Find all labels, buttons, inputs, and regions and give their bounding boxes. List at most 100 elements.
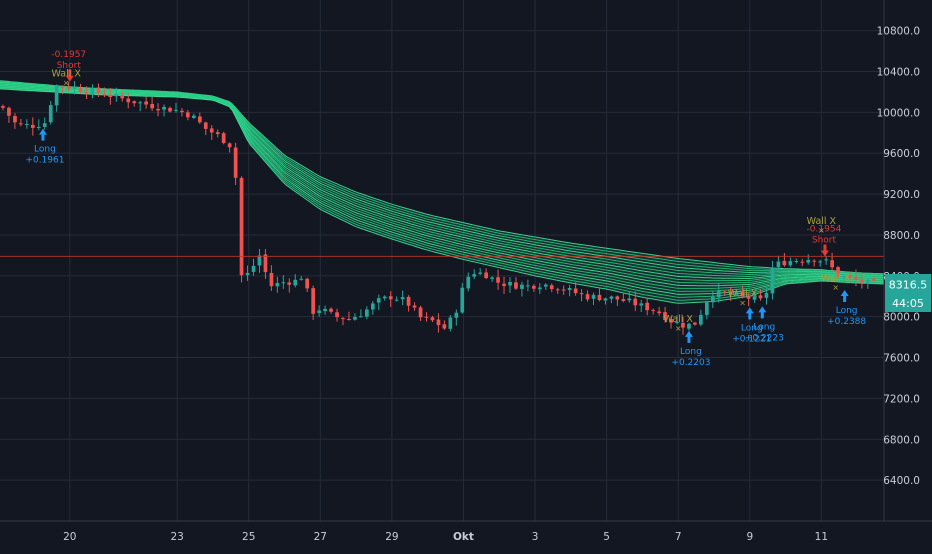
price-tick-label: 8800.0 <box>883 230 920 242</box>
candle-body <box>543 284 548 287</box>
candle-body <box>198 116 202 123</box>
candle-body <box>245 272 250 276</box>
candle-body <box>585 294 590 300</box>
candle-body <box>7 107 11 116</box>
grid-layer <box>0 0 884 521</box>
time-tick-label: 9 <box>746 531 753 543</box>
candle-body <box>239 177 244 276</box>
candle-body <box>848 275 852 278</box>
candle-body <box>406 296 411 306</box>
candle-body <box>872 278 876 281</box>
candle-body <box>215 132 220 134</box>
candle-body <box>203 122 208 129</box>
candle-body <box>466 276 471 289</box>
wall-cross-icon: × <box>675 324 682 333</box>
candle-body <box>347 319 351 320</box>
candle-body <box>687 323 691 329</box>
candle-body <box>472 274 477 277</box>
candle-body <box>299 278 304 280</box>
long-signal-label: Long <box>836 306 858 316</box>
candle-body <box>484 272 488 279</box>
candle-body <box>388 296 393 300</box>
long-signal-label: Long <box>753 322 775 332</box>
countdown-box <box>885 294 931 312</box>
candle-body <box>663 312 667 320</box>
last-price-badge: 8316.5 44:05 <box>885 274 931 312</box>
candle-body <box>699 314 703 325</box>
candle-body <box>800 261 805 263</box>
price-tick-label: 10000.0 <box>877 107 920 119</box>
candle-body <box>19 123 23 125</box>
candle-body <box>275 282 280 287</box>
candle-body <box>657 311 661 314</box>
candle-body <box>591 294 596 299</box>
candle-body <box>836 267 840 277</box>
long-signal-value: +0.2203 <box>671 358 710 368</box>
candle-body <box>824 259 828 261</box>
short-signal-value: -0.1957 <box>51 50 86 60</box>
time-axis-panel[interactable] <box>0 521 932 550</box>
candle-body <box>323 308 327 312</box>
candle-body <box>579 293 584 295</box>
candle-body <box>567 288 572 291</box>
candle-body <box>257 255 262 266</box>
candle-body <box>120 95 125 99</box>
candle-body <box>645 302 649 311</box>
candle-body <box>353 316 357 320</box>
candle-body <box>412 305 417 308</box>
candle-body <box>341 318 345 320</box>
candle-body <box>114 94 119 97</box>
candle-body <box>573 288 578 294</box>
candle-body <box>31 124 35 128</box>
candle-body <box>84 92 89 94</box>
time-tick-label: Okt <box>453 531 474 543</box>
wall-cross-icon: × <box>832 283 839 292</box>
candle-body <box>526 285 530 287</box>
candle-body <box>561 289 566 291</box>
wall-signal-label: Wall X <box>663 314 693 325</box>
long-signal-value: +0.1961 <box>25 156 64 166</box>
candle-body <box>138 102 142 104</box>
long-arrow-icon <box>38 128 47 141</box>
candle-body <box>448 317 453 329</box>
time-tick-label: 3 <box>532 531 539 543</box>
price-tick-label: 7600.0 <box>883 353 920 365</box>
candle-body <box>675 321 679 323</box>
candle-body <box>424 316 429 318</box>
candle-body <box>830 260 834 268</box>
candle-body <box>609 296 614 299</box>
candle-body <box>669 319 673 323</box>
candle-body <box>162 106 166 110</box>
candle-body <box>716 290 721 298</box>
candle-body <box>150 104 154 109</box>
candle-body <box>132 101 137 104</box>
candle-body <box>478 272 482 274</box>
candle-body <box>251 265 256 272</box>
candle-body <box>532 285 536 289</box>
wall-cross-icon: × <box>63 79 70 88</box>
short-signal-value: -0.1954 <box>807 224 842 234</box>
time-tick-label: 11 <box>815 531 828 543</box>
candle-body <box>842 276 846 277</box>
candle-body <box>180 110 184 113</box>
candle-body <box>764 292 769 298</box>
candle-body <box>615 296 620 300</box>
candle-body <box>520 284 524 289</box>
candle-body <box>693 322 697 325</box>
candle-body <box>633 298 638 306</box>
price-axis-panel[interactable] <box>884 0 932 520</box>
candle-body <box>430 317 435 321</box>
candle-body <box>514 282 518 289</box>
wall-signal-label: Wall X <box>821 273 851 284</box>
candle-body <box>25 124 29 125</box>
candle-body <box>812 260 817 262</box>
candles <box>1 81 876 335</box>
time-tick-label: 27 <box>314 531 327 543</box>
candle-body <box>603 298 608 301</box>
candle-body <box>233 147 238 178</box>
candle-body <box>705 302 709 315</box>
long-signal-label: Long <box>680 347 702 357</box>
candle-body <box>317 310 321 313</box>
